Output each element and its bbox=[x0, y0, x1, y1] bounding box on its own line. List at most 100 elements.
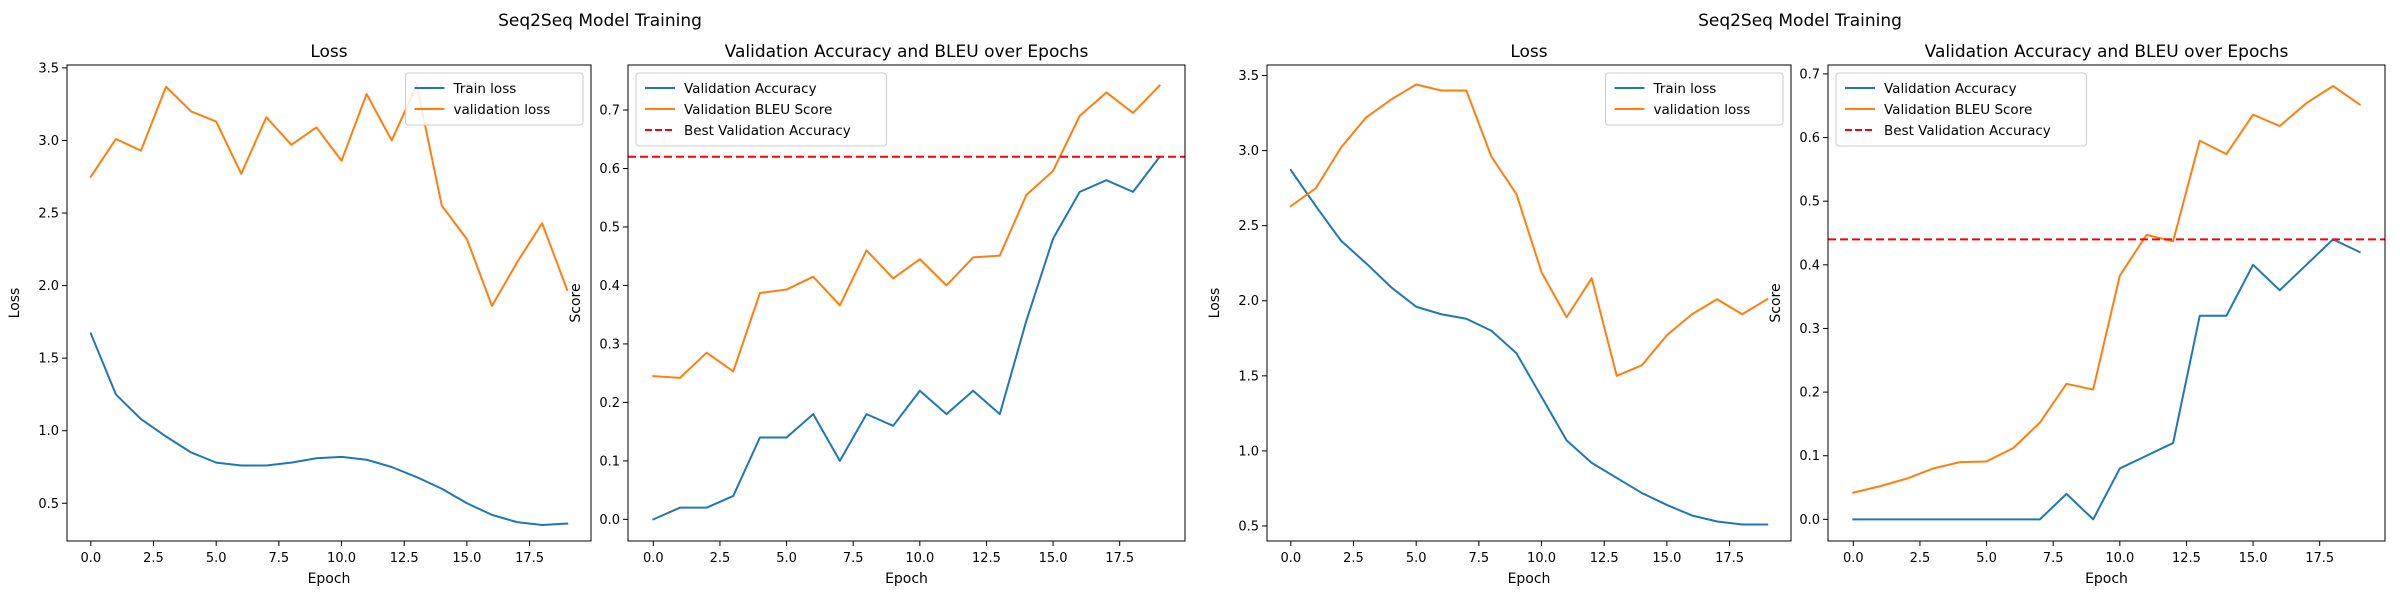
chart-legend: Validation Accuracy Validation BLEU Score… bbox=[635, 72, 887, 147]
figure-suptitle: Seq2Seq Model Training bbox=[498, 11, 702, 31]
x-tick-label: 15.0 bbox=[1039, 551, 1068, 566]
y-tick-label: 2.5 bbox=[38, 207, 59, 222]
y-tick-label: 3.5 bbox=[1238, 69, 1259, 84]
legend-box bbox=[1835, 72, 2087, 147]
x-tick-label: 0.0 bbox=[1843, 551, 1864, 566]
x-tick-label: 17.5 bbox=[515, 551, 544, 566]
x-tick-label: 17.5 bbox=[1105, 551, 1134, 566]
x-tick-label: 7.5 bbox=[1469, 551, 1490, 566]
y-axis-label: Loss bbox=[7, 288, 23, 319]
chart-panel: Validation Accuracy and BLEU over Epochs… bbox=[1768, 42, 2386, 587]
chart-legend: Train loss validation loss bbox=[1605, 72, 1784, 126]
x-tick-label: 12.5 bbox=[1590, 551, 1619, 566]
x-axis-label: Epoch bbox=[2085, 571, 2128, 587]
y-tick-label: 0.4 bbox=[599, 279, 620, 294]
x-tick-label: 5.0 bbox=[776, 551, 797, 566]
x-tick-label: 2.5 bbox=[1910, 551, 1931, 566]
axes-frame bbox=[627, 64, 1186, 542]
x-tick-label: 2.5 bbox=[1343, 551, 1364, 566]
chart-panels: Loss 0.0 2.5 5.0 7.5 10.0 12.5 15.0 17.5 0.5 1.0 1.… bbox=[7, 42, 2386, 587]
plot-area bbox=[1289, 83, 1769, 526]
legend-label: Validation BLEU Score bbox=[1884, 102, 2032, 118]
x-tick-label: 15.0 bbox=[2239, 551, 2268, 566]
x-tick-label: 0.0 bbox=[1280, 551, 1301, 566]
series-line-0 bbox=[89, 332, 569, 527]
chart-title: Loss bbox=[310, 42, 347, 62]
y-tick-label: 0.1 bbox=[1799, 449, 1820, 464]
x-tick-label: 12.5 bbox=[2172, 551, 2201, 566]
y-tick-label: 2.0 bbox=[38, 279, 59, 294]
chart-legend: Validation Accuracy Validation BLEU Score… bbox=[1835, 72, 2087, 147]
y-tick-label: 0.1 bbox=[599, 454, 620, 469]
y-tick-label: 0.7 bbox=[1799, 67, 1820, 82]
x-tick-label: 2.5 bbox=[710, 551, 731, 566]
y-tick-label: 0.5 bbox=[38, 497, 59, 512]
x-tick-label: 2.5 bbox=[143, 551, 164, 566]
y-tick-label: 0.5 bbox=[1799, 195, 1820, 210]
x-tick-label: 7.5 bbox=[269, 551, 290, 566]
y-tick-label: 0.0 bbox=[1799, 513, 1820, 528]
plot-area bbox=[89, 84, 569, 527]
y-tick-label: 3.0 bbox=[1238, 144, 1259, 159]
plot-area bbox=[1828, 85, 2385, 521]
chart-panel: Validation Accuracy and BLEU over Epochs… bbox=[568, 42, 1186, 587]
x-tick-label: 0.0 bbox=[643, 551, 664, 566]
y-tick-label: 2.0 bbox=[1238, 294, 1259, 309]
x-tick-label: 7.5 bbox=[2043, 551, 2064, 566]
chart-panel: Loss 0.0 2.5 5.0 7.5 10.0 12.5 15.0 17.5 0.5 1.0 1.… bbox=[7, 42, 592, 587]
legend-box bbox=[635, 72, 887, 147]
axes-frame bbox=[1827, 64, 2386, 542]
legend-label: Validation Accuracy bbox=[1884, 81, 2017, 97]
y-axis-label: Score bbox=[568, 283, 584, 322]
x-tick-label: 5.0 bbox=[206, 551, 227, 566]
y-tick-label: 0.6 bbox=[1799, 131, 1820, 146]
series-line-1 bbox=[652, 84, 1162, 379]
x-axis-label: Epoch bbox=[308, 571, 351, 587]
x-tick-label: 5.0 bbox=[1976, 551, 1997, 566]
figure-suptitle: Seq2Seq Model Training bbox=[1698, 11, 1902, 31]
y-tick-label: 1.5 bbox=[38, 352, 59, 367]
y-axis-label: Loss bbox=[1207, 288, 1223, 319]
legend-box bbox=[1605, 72, 1784, 126]
series-line-1 bbox=[89, 84, 569, 307]
x-tick-label: 17.5 bbox=[2305, 551, 2334, 566]
series-line-0 bbox=[1289, 168, 1769, 526]
legend-label: validation loss bbox=[1654, 102, 1751, 118]
x-tick-label: 10.0 bbox=[2105, 551, 2134, 566]
y-tick-label: 0.4 bbox=[1799, 258, 1820, 273]
x-tick-label: 10.0 bbox=[327, 551, 356, 566]
y-tick-label: 3.0 bbox=[38, 134, 59, 149]
y-tick-label: 3.5 bbox=[38, 61, 59, 76]
y-tick-label: 0.2 bbox=[599, 396, 620, 411]
chart-title: Validation Accuracy and BLEU over Epochs bbox=[725, 42, 1089, 62]
y-tick-label: 0.3 bbox=[599, 337, 620, 352]
legend-label: Best Validation Accuracy bbox=[684, 123, 851, 139]
axes-frame bbox=[1266, 64, 1792, 542]
x-tick-label: 12.5 bbox=[390, 551, 419, 566]
y-tick-label: 1.5 bbox=[1238, 369, 1259, 384]
y-tick-label: 0.5 bbox=[1238, 519, 1259, 534]
y-tick-label: 0.0 bbox=[599, 513, 620, 528]
series-line-0 bbox=[1852, 238, 2362, 521]
legend-label: Validation Accuracy bbox=[684, 81, 817, 97]
x-tick-label: 10.0 bbox=[905, 551, 934, 566]
y-tick-label: 1.0 bbox=[38, 424, 59, 439]
x-tick-label: 10.0 bbox=[1527, 551, 1556, 566]
legend-label: Best Validation Accuracy bbox=[1884, 123, 2051, 139]
y-tick-label: 0.5 bbox=[599, 220, 620, 235]
y-tick-label: 0.7 bbox=[599, 104, 620, 119]
legend-label: validation loss bbox=[454, 102, 551, 118]
y-tick-label: 1.0 bbox=[1238, 444, 1259, 459]
y-axis-label: Score bbox=[1768, 283, 1784, 322]
y-tick-label: 0.6 bbox=[599, 162, 620, 177]
series-line-1 bbox=[1289, 83, 1769, 377]
x-axis-label: Epoch bbox=[1508, 571, 1551, 587]
legend-label: Validation BLEU Score bbox=[684, 102, 832, 118]
y-tick-label: 2.5 bbox=[1238, 219, 1259, 234]
x-axis-label: Epoch bbox=[885, 571, 928, 587]
plot-area bbox=[628, 84, 1185, 521]
x-tick-label: 7.5 bbox=[843, 551, 864, 566]
y-tick-label: 0.2 bbox=[1799, 386, 1820, 401]
legend-label: Train loss bbox=[1653, 81, 1717, 97]
x-tick-label: 15.0 bbox=[452, 551, 481, 566]
